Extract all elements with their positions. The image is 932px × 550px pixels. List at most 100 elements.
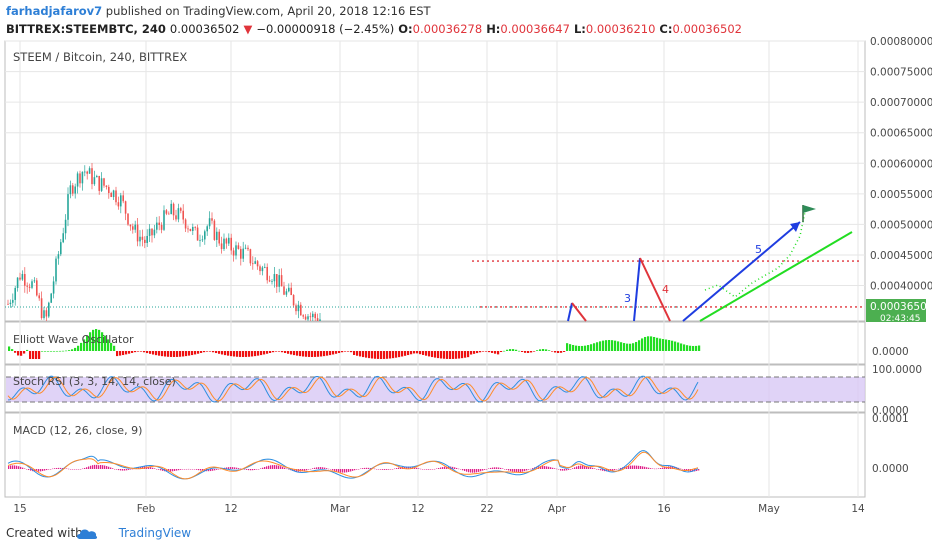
macd-hist-bar (14, 465, 16, 469)
candle-body (28, 286, 31, 288)
ewo-bar (395, 351, 398, 358)
ewo-bar (617, 341, 620, 351)
macd-hist-bar (370, 468, 372, 469)
time-tick-label: Mar (330, 503, 350, 515)
rsi-top-tick: 100.0000 (872, 364, 922, 376)
candle-body (276, 274, 278, 287)
macd-hist-bar (268, 465, 270, 469)
macd-hist-bar (58, 467, 60, 469)
macd-hist-bar (496, 467, 498, 469)
ewo-bar (194, 351, 197, 355)
ewo-bar (602, 340, 605, 351)
last-price-badge (866, 299, 926, 313)
macd-hist-bar (544, 466, 546, 469)
macd-hist-bar (318, 467, 320, 469)
macd-hist-bar (478, 469, 480, 472)
candle-body (223, 238, 225, 250)
macd-hist-bar (86, 467, 88, 469)
author-link[interactable]: farhadjafarov7 (6, 4, 103, 18)
candle-body (12, 299, 14, 303)
macd-hist-bar (514, 469, 516, 473)
ewo-bar (77, 345, 80, 351)
macd-hist-bar (202, 469, 204, 471)
ewo-bar (497, 351, 500, 355)
macd-hist-bar (592, 467, 594, 469)
macd-hist-bar (404, 466, 406, 469)
candle-body (158, 222, 160, 225)
macd-hist-bar (498, 467, 500, 469)
open-label: O: (398, 22, 413, 36)
ewo-bar (584, 345, 587, 351)
macd-hist-bar (532, 468, 534, 469)
candle-body (120, 195, 122, 207)
macd-hist-bar (356, 469, 358, 470)
macd-hist-bar (334, 469, 336, 471)
ewo-bar (509, 349, 512, 351)
ewo-bar (14, 351, 17, 353)
wave-leg-up (567, 302, 573, 322)
ewo-bar (557, 351, 560, 353)
macd-hist-bar (398, 467, 400, 469)
tradingview-link[interactable]: TradingView (118, 526, 192, 540)
ewo-bar (566, 343, 569, 351)
candle-body (256, 261, 259, 267)
ewo-bar (329, 351, 332, 356)
macd-hist-bar (314, 467, 316, 469)
ewo-bar (149, 351, 152, 354)
candle-body (232, 250, 235, 256)
wave-label: 5 (755, 243, 762, 256)
macd-hist-bar (364, 467, 366, 469)
macd-hist-bar (464, 469, 466, 472)
down-triangle-icon: ▼ (243, 22, 253, 36)
macd-hist-bar (258, 469, 260, 470)
macd-hist-bar (590, 467, 592, 469)
candle-body (105, 185, 108, 187)
candle-body (156, 222, 158, 230)
ewo-bar (305, 351, 308, 357)
macd-hist-bar (630, 465, 632, 469)
ewo-bar (443, 351, 446, 359)
candle-body (136, 224, 139, 242)
macd-hist-bar (12, 465, 14, 469)
ewo-bar (347, 351, 350, 352)
macd-hist-bar (564, 469, 566, 471)
macd-hist-bar (686, 469, 688, 471)
candle-body (201, 239, 204, 241)
macd-hist-bar (554, 468, 556, 469)
macd-hist-bar (118, 469, 120, 471)
ewo-bar (278, 351, 281, 352)
macd-hist-bar (336, 469, 338, 472)
ewo-bar (515, 349, 518, 351)
ewo-bar (155, 351, 158, 356)
ewo-bar (272, 351, 275, 353)
macd-hist-bar (182, 469, 184, 470)
macd-hist-bar (286, 468, 288, 470)
ewo-bar (647, 336, 650, 351)
macd-hist-bar (208, 469, 210, 472)
macd-hist-bar (154, 468, 156, 469)
macd-hist-bar (232, 467, 234, 469)
ewo-bar (8, 346, 11, 351)
rsi-bottom-tick: 0.0000 (872, 405, 909, 417)
macd-hist-bar (366, 467, 368, 469)
macd-hist-bar (176, 469, 178, 471)
ewo-bar (344, 351, 347, 352)
macd-hist-bar (128, 469, 130, 470)
macd-hist-bar (280, 466, 282, 469)
macd-hist-bar (474, 469, 476, 473)
candle-body (242, 248, 244, 259)
macd-hist-bar (396, 468, 398, 469)
macd-hist-bar (374, 468, 376, 470)
macd-hist-bar (212, 469, 214, 471)
macd-hist-bar (382, 469, 384, 470)
macd-hist-bar (116, 469, 118, 470)
ewo-bar (431, 351, 434, 358)
macd-hist-bar (246, 469, 248, 470)
ewo-bar (47, 350, 50, 352)
candle-body (81, 171, 84, 184)
candle-body (271, 281, 273, 283)
ewo-bar (56, 350, 59, 352)
ewo-bar (671, 340, 674, 351)
ewo-bar (650, 336, 653, 351)
